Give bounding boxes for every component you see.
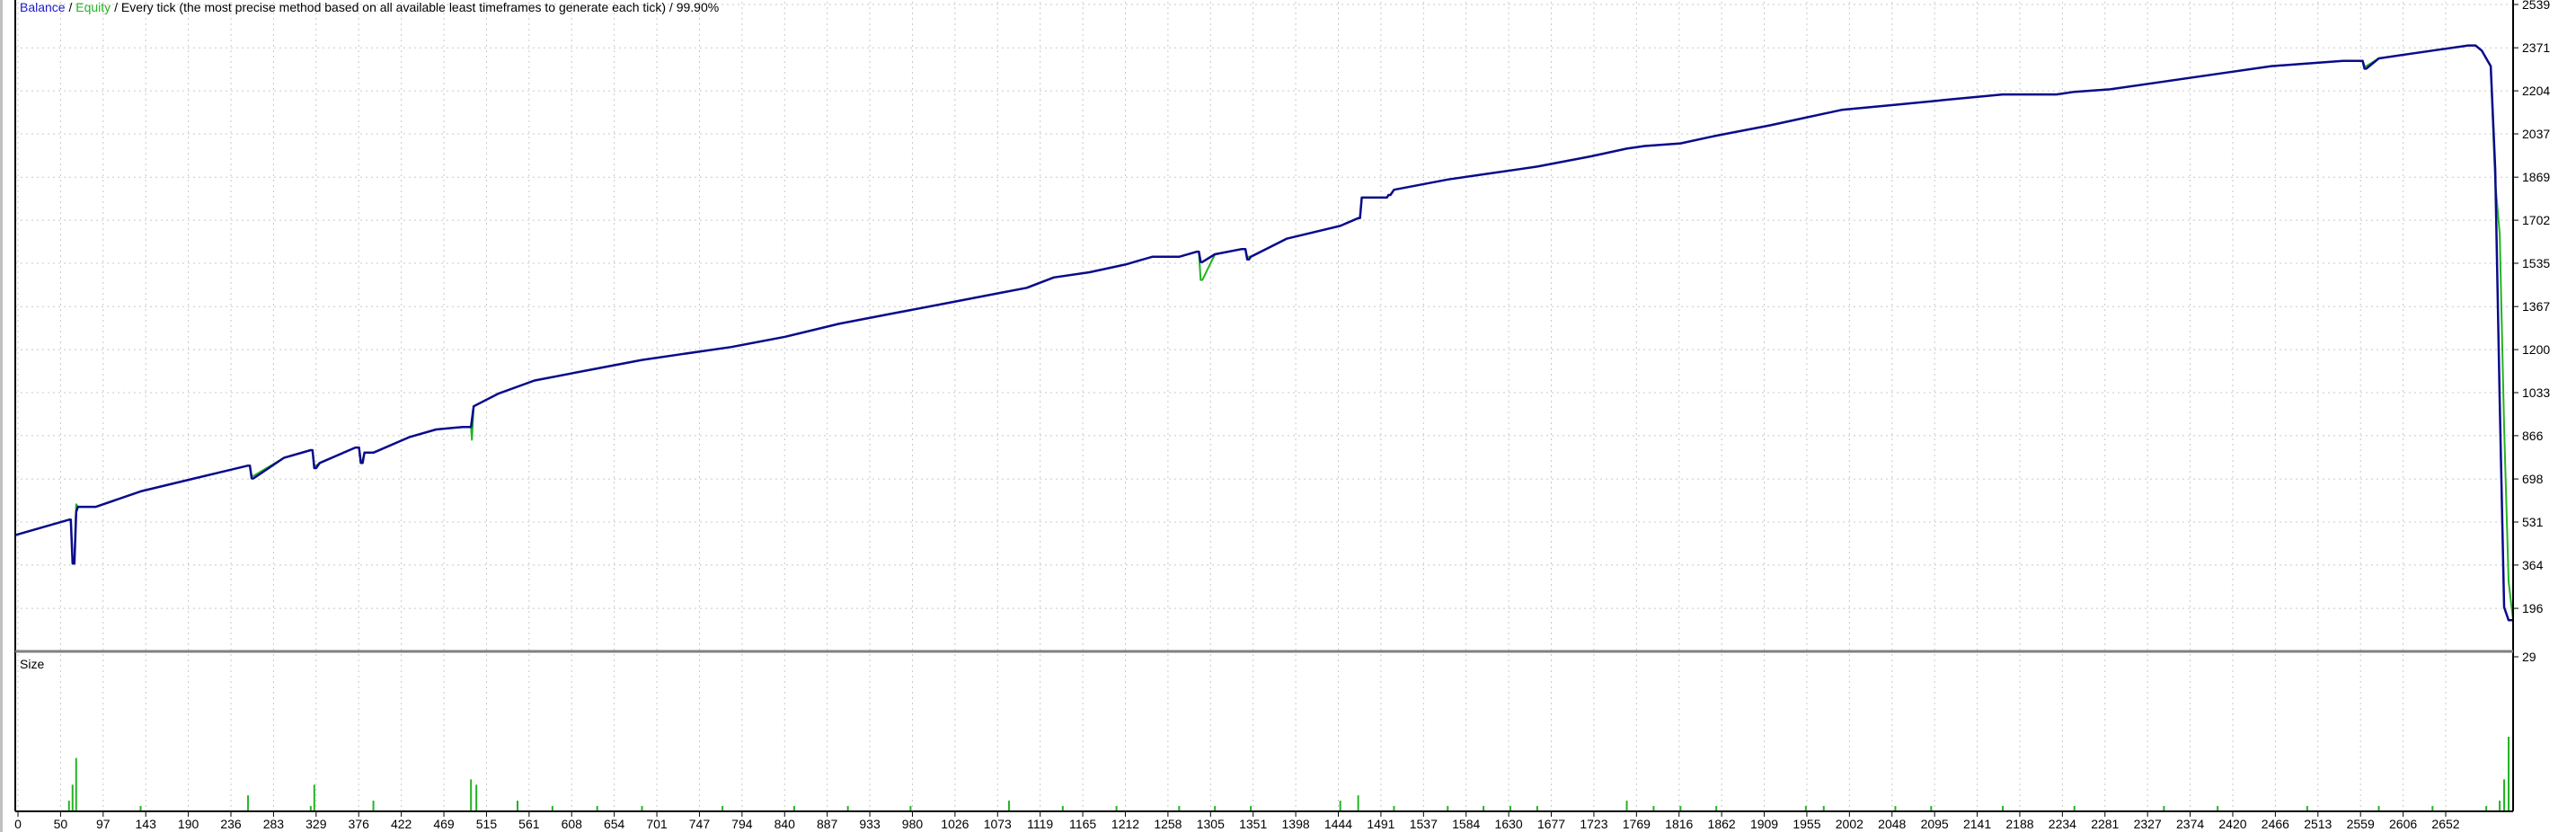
x-tick-label: 561 (518, 817, 540, 831)
x-tick-label: 190 (178, 817, 199, 831)
y-tick-label: 1869 (2522, 170, 2550, 184)
x-tick-label: 469 (433, 817, 455, 831)
x-tick-label: 1909 (1750, 817, 1778, 831)
legend-quality: 99.90% (677, 0, 719, 14)
x-tick-label: 654 (604, 817, 625, 831)
x-tick-label: 2002 (1836, 817, 1863, 831)
x-tick-label: 887 (817, 817, 838, 831)
size-panel-title: Size (20, 657, 44, 671)
x-tick-label: 1584 (1452, 817, 1480, 831)
x-tick-label: 283 (263, 817, 285, 831)
y-tick-label: 2371 (2522, 40, 2550, 55)
x-tick-label: 2374 (2176, 817, 2204, 831)
x-tick-label: 1351 (1239, 817, 1267, 831)
x-tick-label: 2466 (2262, 817, 2289, 831)
x-tick-label: 422 (391, 817, 412, 831)
y-tick-label: 2204 (2522, 84, 2550, 98)
x-tick-label: 1630 (1495, 817, 1523, 831)
legend-separator: / (66, 0, 76, 14)
x-tick-label: 1073 (984, 817, 1012, 831)
x-tick-label: 143 (136, 817, 157, 831)
y-tick-label: 2539 (2522, 0, 2550, 12)
x-tick-label: 1769 (1623, 817, 1651, 831)
x-tick-label: 980 (902, 817, 924, 831)
legend-separator: / (111, 0, 121, 14)
chart-legend: Balance / Equity / Every tick (the most … (20, 0, 719, 14)
x-tick-label: 2188 (2005, 817, 2033, 831)
x-tick-label: 2559 (2347, 817, 2375, 831)
x-tick-label: 701 (646, 817, 668, 831)
y-tick-label: 1033 (2522, 385, 2550, 400)
legend-separator: / (666, 0, 677, 14)
x-tick-label: 1165 (1069, 817, 1096, 831)
y-tick-label: 1535 (2522, 256, 2550, 270)
y-tick-label: 196 (2522, 601, 2544, 615)
x-tick-label: 1816 (1665, 817, 1693, 831)
x-tick-label: 2327 (2134, 817, 2162, 831)
x-tick-label: 2420 (2218, 817, 2246, 831)
x-tick-label: 1398 (1282, 817, 1310, 831)
x-tick-label: 0 (14, 817, 22, 831)
x-tick-label: 608 (562, 817, 583, 831)
x-tick-label: 376 (349, 817, 370, 831)
x-tick-label: 97 (96, 817, 111, 831)
y-tick-label: 1702 (2522, 213, 2550, 227)
size-y-tick-label: 29 (2522, 650, 2536, 664)
y-tick-label: 531 (2522, 515, 2544, 529)
y-tick-label: 1200 (2522, 342, 2550, 357)
x-tick-label: 933 (859, 817, 881, 831)
x-tick-label: 2048 (1878, 817, 1906, 831)
legend-model-text: Every tick (the most precise method base… (121, 0, 666, 14)
x-tick-label: 840 (775, 817, 796, 831)
x-tick-label: 329 (305, 817, 327, 831)
x-tick-label: 1677 (1537, 817, 1565, 831)
x-tick-label: 747 (689, 817, 711, 831)
x-tick-label: 1955 (1793, 817, 1820, 831)
x-tick-label: 2513 (2304, 817, 2332, 831)
y-tick-label: 698 (2522, 472, 2544, 486)
x-tick-label: 2652 (2431, 817, 2459, 831)
y-tick-label: 2037 (2522, 127, 2550, 141)
x-tick-label: 1537 (1410, 817, 1438, 831)
x-tick-label: 1258 (1154, 817, 1182, 831)
legend-equity: Equity (75, 0, 111, 14)
x-tick-label: 515 (476, 817, 498, 831)
x-tick-label: 2606 (2389, 817, 2417, 831)
x-tick-label: 1119 (1027, 817, 1053, 831)
x-tick-label: 1491 (1367, 817, 1394, 831)
y-tick-label: 364 (2522, 558, 2544, 572)
x-tick-label: 1305 (1197, 817, 1225, 831)
y-tick-label: 1367 (2522, 299, 2550, 314)
x-tick-label: 1444 (1324, 817, 1352, 831)
legend-balance: Balance (20, 0, 66, 14)
x-tick-label: 1212 (1111, 817, 1139, 831)
x-tick-label: 1723 (1580, 817, 1607, 831)
x-tick-label: 2234 (2049, 817, 2076, 831)
x-tick-label: 1862 (1708, 817, 1736, 831)
x-tick-label: 50 (54, 817, 68, 831)
x-tick-label: 1026 (941, 817, 969, 831)
x-tick-label: 236 (220, 817, 242, 831)
x-tick-label: 2141 (1963, 817, 1991, 831)
y-tick-label: 866 (2522, 429, 2544, 443)
x-tick-label: 2095 (1921, 817, 1949, 831)
x-tick-label: 794 (731, 817, 753, 831)
x-tick-label: 2281 (2091, 817, 2119, 831)
